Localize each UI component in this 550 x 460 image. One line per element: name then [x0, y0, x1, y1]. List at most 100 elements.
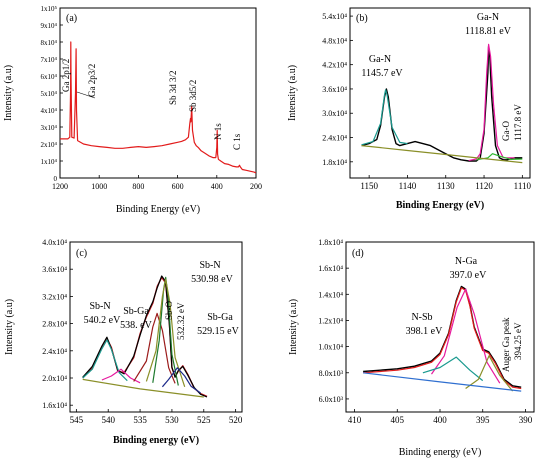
panel-c-x-tick-label: 540: [101, 415, 115, 425]
panel-a-ticks: 1200 1000 800 600 400 200 0 1x10⁴ 2x10⁴ 3x10⁴ 4x10…: [41, 5, 262, 191]
panel-c-y-tick-label: 1.6x10⁴: [42, 401, 67, 410]
annotation-ga-n-left-label: Ga-N: [369, 54, 391, 65]
annotation-n1s: N 1s: [213, 123, 223, 140]
panel-b: 1150 1140 1130 1120 1110 1.8x10⁴ 2.4x10⁴ 3.0x10…: [287, 7, 532, 211]
panel-d-ylabel: Intensity (a.u): [288, 299, 299, 355]
panel-a-x-tick-label: 1000: [91, 182, 107, 191]
annotation-n-sb-value: 398.1 eV: [406, 326, 443, 337]
panel-b-x-tick-label: 1130: [437, 181, 455, 191]
annotation-sb-n-left-value: 540.2 eV: [84, 315, 121, 326]
panel-a-series-0-line: [60, 41, 256, 174]
panel-c-x-tick-label: 525: [197, 415, 211, 425]
panel-b-x-tick-label: 1120: [475, 181, 493, 191]
panel-c-y-tick-label: 2.0x10⁴: [42, 374, 67, 383]
panel-d-y-tick-label: 1.2x10⁴: [318, 316, 343, 325]
panel-c-y-tick-label: 3.2x10⁴: [42, 292, 67, 301]
panel-b-series-1-line: [361, 89, 408, 146]
panel-c-ylabel: Intensity (a.u): [4, 299, 15, 355]
panel-b-frame: [349, 7, 531, 179]
annotation-n-ga-label: N-Ga: [455, 256, 478, 267]
panel-a-x-tick-label: 200: [250, 182, 262, 191]
panel-b-series-2-line: [468, 43, 515, 162]
annotation-auger-label: Auger Ga peak: [501, 317, 511, 372]
annotation-sb-o-label: Sb-O: [164, 300, 174, 320]
panel-c: 545 540 535 530 525 520 1.6x10⁴ 2.0x10⁴ 2.4x10⁴ 2…: [4, 238, 243, 446]
panel-c-series-1-line: [82, 275, 208, 398]
panel-d-series-2-line: [431, 288, 501, 384]
panel-b-letter: (b): [356, 13, 368, 24]
panel-d-y-tick-label: 1.8x10⁴: [318, 238, 343, 247]
panel-d-y-tick-label: 6.0x10³: [319, 395, 344, 404]
annotation-ga-2p32-leader: [76, 91, 96, 99]
annotation-sb-n-right-value: 530.98 eV: [191, 274, 233, 285]
annotation-ga-o-label: Ga-O: [501, 121, 511, 141]
panel-c-x-tick-label: 530: [165, 415, 179, 425]
panel-b-series-3-line: [476, 153, 523, 161]
panel-c-series-0-line: [82, 276, 208, 398]
panel-c-y-tick-label: 2.8x10⁴: [42, 320, 67, 329]
panel-a-y-tick-label: 2x10⁴: [41, 141, 58, 149]
panel-d-x-tick-label: 400: [433, 415, 447, 425]
annotation-sb-ga-right-label: Sb-Ga: [207, 312, 233, 323]
panel-a-x-tick-label: 1200: [52, 182, 68, 191]
panel-b-series-4-line: [361, 145, 523, 164]
panel-b-y-tick-label: 4.8x10⁴: [322, 36, 347, 45]
panel-d-x-tick-label: 410: [348, 415, 362, 425]
panel-a-letter: (a): [66, 13, 77, 24]
panel-a-y-tick-label: 0: [54, 175, 58, 183]
panel-d-x-tick-label: 395: [476, 415, 490, 425]
panel-c-xlabel: Binding energy (eV): [113, 435, 199, 446]
panel-d-x-tick-label: 390: [519, 415, 533, 425]
panel-d-letter: (d): [352, 248, 364, 259]
panel-a-y-tick-label: 8x10⁴: [41, 39, 58, 47]
annotation-sb-n-right-label: Sb-N: [199, 260, 220, 271]
panel-c-frame: [69, 241, 243, 413]
panel-d-y-tick-label: 8.0x10³: [319, 369, 344, 378]
panel-d-x-tick-label: 405: [391, 415, 405, 425]
annotation-ga-n-right-value: 1118.81 eV: [465, 26, 512, 37]
panel-c-x-tick-label: 520: [229, 415, 243, 425]
panel-b-ylabel: Intensity (a.u): [287, 65, 298, 121]
panel-b-y-tick-label: 4.2x10⁴: [322, 61, 347, 70]
annotation-sb-ga-left-value: 538. eV: [120, 320, 152, 331]
panel-b-y-tick-label: 1.8x10⁴: [322, 158, 347, 167]
panel-b-series: [361, 43, 523, 164]
panel-b-ticks: 1150 1140 1130 1120 1110 1.8x10⁴ 2.4x10⁴ 3.0x10…: [322, 12, 531, 191]
panel-c-ticks: 545 540 535 530 525 520 1.6x10⁴ 2.0x10⁴ 2.4x10⁴ 2…: [42, 238, 243, 425]
panel-c-series-4-line: [133, 312, 176, 384]
panel-d-series-3-line: [422, 356, 484, 382]
annotation-sb-ga-left-label: Sb-Ga: [123, 306, 149, 317]
panel-a-y-tick-label: 5x10⁴: [41, 90, 58, 98]
panel-b-y-tick-label: 5.4x10⁴: [322, 12, 347, 21]
panel-a-ylabel: Intensity (a.u): [3, 65, 14, 121]
panel-c-x-tick-label: 545: [70, 415, 84, 425]
annotation-ga-n-right-label: Ga-N: [477, 12, 499, 23]
panel-c-series-2-line: [82, 339, 128, 382]
panel-b-y-tick-label: 3.6x10⁴: [322, 85, 347, 94]
panel-d-y-tick-label: 1.0x10⁴: [318, 343, 343, 352]
panel-a-y-tick-label: 7x10⁴: [41, 56, 58, 64]
annotation-sb-3d52: Sb 3d5/2: [188, 80, 198, 112]
panel-c-x-tick-label: 535: [133, 415, 147, 425]
panel-d-series-5-line: [363, 372, 522, 392]
panel-b-x-tick-label: 1110: [514, 181, 532, 191]
panel-b-series-0-line: [361, 45, 523, 162]
annotation-ga-n-left-value: 1145.7 eV: [361, 68, 403, 79]
panel-a-y-tick-label: 4x10⁴: [41, 107, 58, 115]
panel-a-x-tick-label: 600: [172, 182, 184, 191]
panel-b-xlabel: Binding Energy (eV): [396, 200, 484, 211]
panel-c-letter: (c): [76, 248, 87, 259]
panel-c-series-5-line: [152, 276, 179, 386]
panel-c-series-8-line: [82, 378, 204, 398]
panel-c-series-6-line: [145, 278, 186, 387]
panel-c-y-tick-label: 4.0x10⁴: [42, 238, 67, 247]
annotation-ga-2p12: Ga 2p1/2: [61, 59, 71, 92]
panel-a-y-tick-label: 3x10⁴: [41, 124, 58, 132]
annotation-sb-o-value: 532.32 eV: [176, 302, 186, 340]
panel-b-x-tick-label: 1150: [360, 181, 378, 191]
panel-a-xlabel: Binding Energy (eV): [116, 204, 200, 215]
panel-d-series: [363, 285, 522, 392]
panel-c-y-tick-label: 3.6x10⁴: [42, 265, 67, 274]
panel-a: 1200 1000 800 600 400 200 0 1x10⁴ 2x10⁴ 3x10⁴ 4x10…: [3, 5, 262, 215]
